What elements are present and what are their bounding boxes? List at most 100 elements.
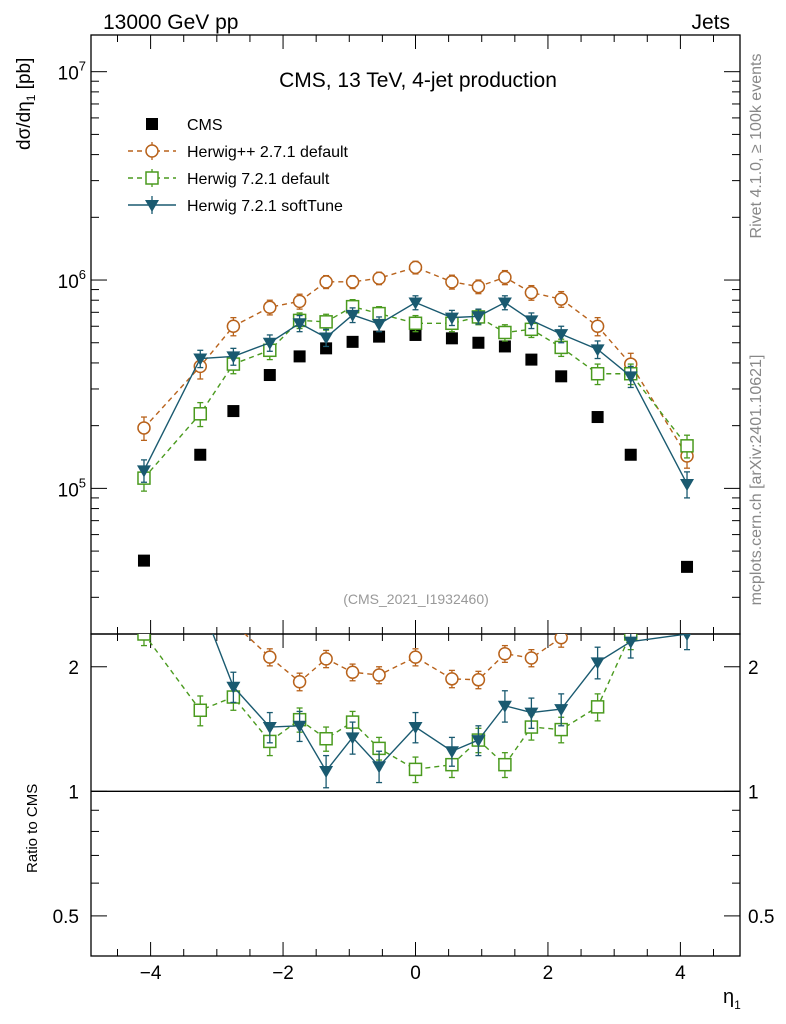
data-point	[555, 370, 568, 383]
data-point	[262, 337, 277, 350]
ratio-point	[372, 761, 387, 774]
legend-label: CMS	[187, 117, 223, 134]
ratio-point	[590, 657, 605, 670]
ratio-tick-label-right: 2	[748, 658, 759, 679]
ratio-point	[193, 703, 208, 718]
ratio-point	[471, 735, 486, 748]
ratio-point	[592, 605, 604, 617]
ratio-point	[623, 636, 638, 649]
ratio-point	[372, 668, 386, 682]
ratio-point	[226, 681, 241, 694]
data-point	[292, 318, 307, 331]
ratio-point	[498, 757, 512, 772]
data-point	[472, 336, 485, 349]
data-point	[471, 279, 486, 294]
legend-item: Herwig++ 2.7.1 default	[128, 142, 349, 161]
ratio-point	[554, 634, 568, 645]
y-tick-label: 105	[58, 475, 86, 501]
data-point	[590, 319, 605, 334]
ratio-tick-label-right: 0.5	[748, 907, 774, 928]
data-point	[681, 560, 694, 573]
data-point	[554, 329, 569, 342]
ratio-point	[263, 650, 277, 664]
ratio-point	[554, 704, 569, 717]
series-herwig-2-7-1-default	[137, 260, 694, 469]
ratio-point	[193, 596, 207, 608]
data-point	[320, 342, 333, 355]
data-point	[444, 312, 459, 325]
data-point	[194, 448, 207, 461]
legend-label: Herwig 7.2.1 softTune	[187, 198, 343, 215]
data-point	[680, 439, 694, 453]
legend-label: Herwig 7.2.1 default	[187, 171, 330, 188]
x-tick-label: −4	[140, 963, 162, 984]
ratio-point	[137, 608, 151, 620]
ratio-point	[682, 634, 692, 641]
ratio-point	[345, 665, 360, 679]
data-point	[345, 309, 360, 322]
series-line	[143, 305, 688, 479]
legend-marker	[145, 144, 159, 158]
data-point	[226, 319, 241, 334]
data-point	[408, 260, 423, 275]
data-point	[346, 335, 359, 348]
ratio-tick-label: 2	[68, 658, 79, 679]
data-point	[498, 270, 512, 285]
ratio-point	[319, 765, 334, 778]
ratio-point	[445, 672, 459, 686]
data-point	[292, 294, 307, 309]
data-point	[445, 332, 458, 345]
ratio-series-herwig-2-7-1-default	[138, 522, 604, 692]
data-point	[623, 371, 638, 384]
data-point	[497, 297, 512, 310]
ratio-tick-label: 0.5	[53, 907, 79, 928]
ratio-point	[292, 674, 307, 689]
data-point	[319, 275, 333, 289]
data-point	[137, 554, 150, 567]
process-label: Jets	[691, 11, 730, 34]
legend: CMS Herwig++ 2.7.1 default Herwig 7.2.1 de…	[128, 117, 349, 215]
legend-marker	[145, 171, 159, 185]
data-point	[498, 340, 511, 353]
rivet-label: Rivet 4.1.0, ≥ 100k events	[748, 54, 765, 239]
ratio-series-herwig-7-2-1-softtune	[137, 596, 692, 789]
data-point	[373, 330, 386, 343]
series	[136, 260, 695, 789]
y-tick-label: 106	[58, 267, 86, 293]
series-cms	[137, 328, 694, 573]
data-point	[372, 319, 387, 332]
ratio-point	[408, 650, 423, 664]
ratio-line	[143, 634, 632, 771]
collision-label: 13000 GeV pp	[103, 11, 238, 34]
x-tick-label: 2	[543, 963, 554, 984]
x-tick-label: 4	[675, 963, 686, 984]
ratio-point	[497, 700, 512, 713]
ratio-line	[244, 634, 568, 683]
mcplots-label: mcplots.cern.ch [arXiv:2401.10621]	[748, 355, 765, 606]
ratio-point	[408, 762, 423, 777]
ratio-point	[194, 610, 206, 622]
data-point	[524, 315, 539, 328]
ratio-plot-frame	[90, 633, 741, 957]
x-tick-label: −2	[272, 963, 294, 984]
ratio-point	[138, 522, 150, 534]
data-point	[137, 421, 151, 435]
data-point	[372, 271, 386, 285]
ratio-point	[471, 673, 486, 687]
ratio-point	[408, 722, 423, 735]
data-point	[319, 315, 333, 329]
ratio-point	[345, 732, 360, 745]
data-point	[445, 275, 459, 289]
data-point	[345, 275, 360, 289]
ratio-point	[444, 746, 459, 759]
x-axis-label: η1	[723, 986, 741, 1012]
legend-item: Herwig 7.2.1 softTune	[128, 196, 343, 215]
x-tick-label: 0	[410, 963, 421, 984]
data-point	[136, 465, 151, 478]
data-point	[498, 325, 512, 340]
ratio-point	[292, 720, 307, 733]
series-line	[143, 266, 688, 457]
data-point	[554, 292, 568, 306]
ratio-tick-label: 1	[68, 782, 79, 803]
legend-label: Herwig++ 2.7.1 default	[187, 144, 349, 161]
